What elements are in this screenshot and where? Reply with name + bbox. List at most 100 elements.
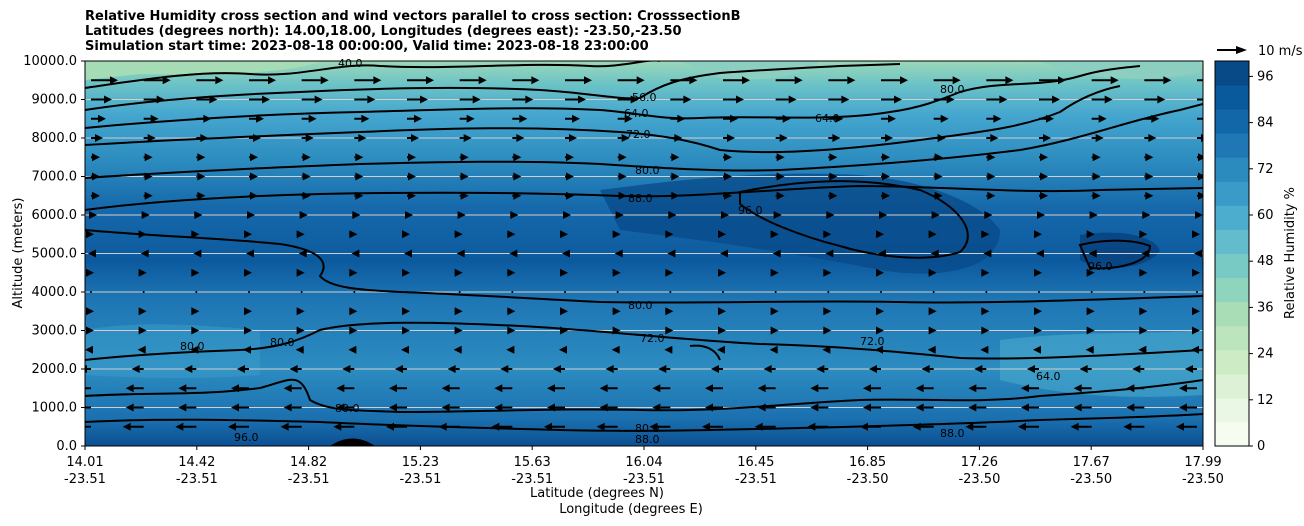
wind-vector-head [1185,365,1193,373]
wind-vector-head [507,230,516,239]
wind-vector-head [1132,365,1141,373]
x-axis-label-2: Longitude (degrees E) [559,502,703,517]
colorbar-segment [1215,253,1249,279]
wind-vector-head [674,134,683,142]
wind-vector-head [191,326,200,335]
wind-vector-head [215,76,224,85]
wind-vector-head [197,172,206,181]
wind-vector [248,291,250,293]
wind-vector-head [934,172,943,181]
wind-vector-head [770,230,779,239]
wind-vector-head [1141,249,1150,258]
x-tick-label-lon: -23.51 [735,472,777,487]
wind-vector-head [190,345,199,354]
wind-vector-head [779,134,788,142]
wind-vector-head [981,268,990,277]
wind-vector-head [1086,326,1095,335]
wind-vector-head [1018,422,1026,431]
wind-vector-head [246,249,254,258]
wind-vector-head [184,365,193,373]
wind-vector-head [231,384,239,393]
wind-vector-head [847,76,856,85]
wind-vector-head [460,191,469,200]
wind-vector-head [822,345,831,354]
wind-vector-head [826,211,835,219]
contour-label: 64.0 [1036,370,1061,383]
wind-vector-head [247,211,255,219]
wind-vector-head [705,384,713,393]
wind-vector-head [351,249,360,258]
wind-vector-head [426,76,434,85]
wind-vector-head [968,403,977,412]
y-tick-label: 8000.0 [32,131,78,146]
wind-vector-head [88,249,96,258]
wind-vector-head [1157,95,1166,104]
wind-vector-head [1179,384,1187,393]
title-line-1: Relative Humidity cross section and wind… [85,9,741,24]
wind-vector-head [720,249,728,258]
wind-vector-head [209,95,218,104]
wind-vector-head [244,230,252,239]
wind-vector-head [408,191,416,200]
wind-vector-head [1151,114,1160,123]
wind-vector-head [253,134,261,142]
wind-vector-head [560,268,568,277]
wind-vector-head [730,114,738,123]
y-tick-label: 1000.0 [32,401,78,416]
wind-vector-head [1139,326,1148,335]
wind-vector-head [98,114,106,123]
wind-vector-head [296,326,305,335]
wind-vector [880,291,882,293]
wind-vector-head [823,268,832,277]
wind-vector-head [125,403,134,412]
contour-72-b [85,321,1203,361]
wind-vector-head [1142,211,1151,219]
wind-vector-head [1104,95,1113,104]
wind-vector-head [200,134,209,142]
wind-vector-head [928,268,937,277]
wind-vector-head [144,172,153,181]
wind-vector-head [769,345,778,354]
wind-vector-head [983,249,992,258]
wind-vector-head [516,134,525,142]
wind-vector-head [825,249,834,258]
wind-vector-head [702,422,710,431]
contour-88-b [85,413,1203,432]
wind-vector-head [295,345,304,354]
x-tick-label-lon: -23.51 [511,472,553,487]
contour-80-a [85,103,1203,179]
x-tick-label-lat: 17.99 [1184,455,1221,470]
wind-vector-head [630,95,639,104]
contour-label: 88.0 [940,427,965,440]
rh-dry-patch-left [85,61,320,80]
wind-vector-head [547,384,555,393]
wind-vector-head [869,365,877,373]
wind-vector-head [1040,172,1048,181]
wind-vector-head [349,307,358,316]
wind-vector-head [1092,191,1101,200]
wind-vector-head [302,191,311,200]
contour-label: 96.0 [234,431,259,444]
contour-label: 72.0 [626,128,651,141]
contour-72-c [689,344,721,361]
wind-vector-head [560,307,568,316]
colorbar: 0 12 24 36 48 60 72 84 96 [1214,60,1274,454]
colorbar-segment [1215,373,1249,399]
wind-vector-head [563,211,571,219]
wind-vector-head [191,268,200,277]
wind-vector [669,291,672,293]
wind-vector-head [974,365,983,373]
wind-vector-head [981,326,990,335]
x-tick-label-lat: 17.67 [1073,455,1110,470]
wind-vector-head [70,423,78,431]
wind-vector-head [1098,114,1107,123]
wind-vector-head [717,345,725,354]
wind-vector-head [193,249,202,258]
wind-vector-head [250,172,258,181]
contour-label: 80.0 [635,164,660,177]
wind-vector [1090,291,1093,293]
wind-vector-head [1198,191,1203,200]
wind-vector-head [95,134,103,142]
contour-label: 64.0 [815,112,840,125]
gridlines [85,99,1203,408]
